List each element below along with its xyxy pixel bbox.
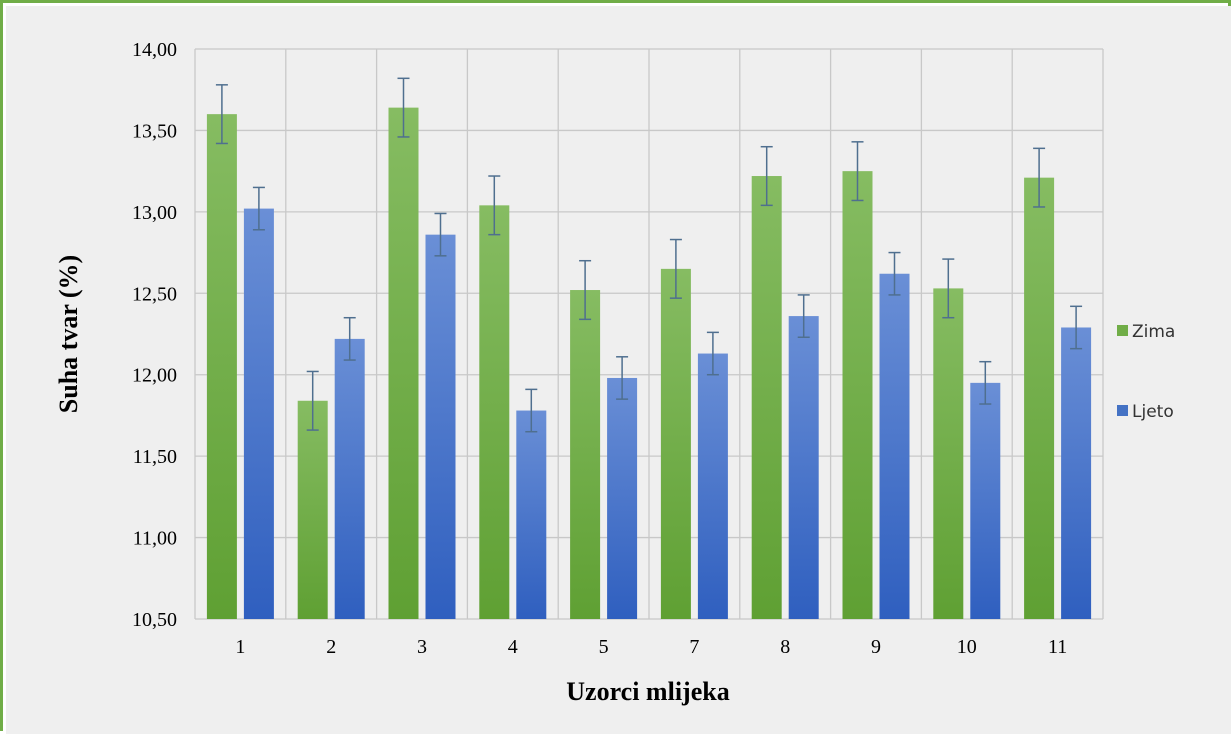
bar-zima xyxy=(660,268,691,619)
error-bar xyxy=(760,145,773,207)
error-bar xyxy=(942,258,955,319)
x-tick-label: 11 xyxy=(1048,636,1067,658)
bar-zima xyxy=(297,400,328,619)
error-bar xyxy=(488,175,501,236)
error-bar xyxy=(252,186,265,231)
error-bar xyxy=(888,251,901,296)
bar-zima xyxy=(570,290,601,619)
legend-label: Ljeto xyxy=(1132,402,1174,422)
error-bar xyxy=(343,316,356,361)
error-bar xyxy=(669,238,682,299)
y-tick-label: 11,00 xyxy=(133,528,177,550)
error-bar xyxy=(397,77,410,138)
x-tick-label: 9 xyxy=(871,636,881,658)
x-tick-label: 3 xyxy=(417,636,427,658)
error-bar xyxy=(706,331,719,376)
x-tick-label: 1 xyxy=(235,636,245,658)
error-bar xyxy=(1070,305,1083,350)
y-axis-title: Suha tvar (%) xyxy=(54,255,83,413)
x-tick-label: 2 xyxy=(326,636,336,658)
bar-ljeto xyxy=(1061,327,1092,619)
x-tick-label: 7 xyxy=(689,636,699,658)
error-bar xyxy=(215,84,228,145)
bar-chart: 10,50 11,00 11,50 12,00 12,50 13,00 13,50 14,00… xyxy=(6,6,1231,734)
legend-label: Zima xyxy=(1132,322,1175,342)
error-bar xyxy=(979,360,992,405)
bar-ljeto xyxy=(879,273,910,619)
bars xyxy=(206,107,1092,620)
x-tick-labels: 1 2 3 4 5 7 8 9 10 11 xyxy=(235,636,1067,658)
y-tick-label: 13,00 xyxy=(132,202,177,224)
bar-zima xyxy=(751,176,782,619)
y-tick-label: 13,50 xyxy=(132,120,177,142)
legend-swatch xyxy=(1117,325,1128,336)
x-tick-label: 5 xyxy=(599,636,609,658)
bar-ljeto xyxy=(334,338,365,619)
bar-zima xyxy=(842,171,873,619)
x-tick-label: 10 xyxy=(957,636,977,658)
y-tick-label: 10,50 xyxy=(132,609,177,631)
error-bar xyxy=(616,356,629,400)
error-bar xyxy=(306,370,319,431)
error-bar xyxy=(525,388,538,433)
x-axis-title: Uzorci mlijeka xyxy=(566,677,729,706)
y-tick-label: 11,50 xyxy=(133,446,177,468)
bar-ljeto xyxy=(425,234,456,619)
error-bar xyxy=(797,294,810,339)
bar-zima xyxy=(388,107,419,619)
bar-zima xyxy=(206,114,237,620)
error-bar xyxy=(1033,147,1046,208)
x-tick-label: 4 xyxy=(508,636,518,658)
bar-ljeto xyxy=(697,353,728,619)
legend: Zima Ljeto xyxy=(1117,322,1175,422)
legend-swatch xyxy=(1117,405,1128,416)
y-tick-label: 14,00 xyxy=(132,39,177,61)
bar-zima xyxy=(1024,177,1055,619)
y-tick-labels: 10,50 11,00 11,50 12,00 12,50 13,00 13,50 14,00 xyxy=(132,39,177,631)
error-bar xyxy=(851,141,864,202)
bar-zima xyxy=(479,205,510,620)
y-tick-label: 12,00 xyxy=(132,365,177,387)
y-tick-label: 12,50 xyxy=(132,283,177,305)
error-bars xyxy=(215,77,1083,433)
error-bar xyxy=(579,259,592,321)
bar-zima xyxy=(933,288,964,619)
error-bar xyxy=(434,212,447,257)
bar-ljeto xyxy=(788,316,819,619)
x-tick-label: 8 xyxy=(780,636,790,658)
bar-ljeto xyxy=(970,382,1001,619)
bar-ljeto xyxy=(607,377,638,619)
bar-ljeto xyxy=(243,208,274,619)
bar-ljeto xyxy=(516,410,547,619)
